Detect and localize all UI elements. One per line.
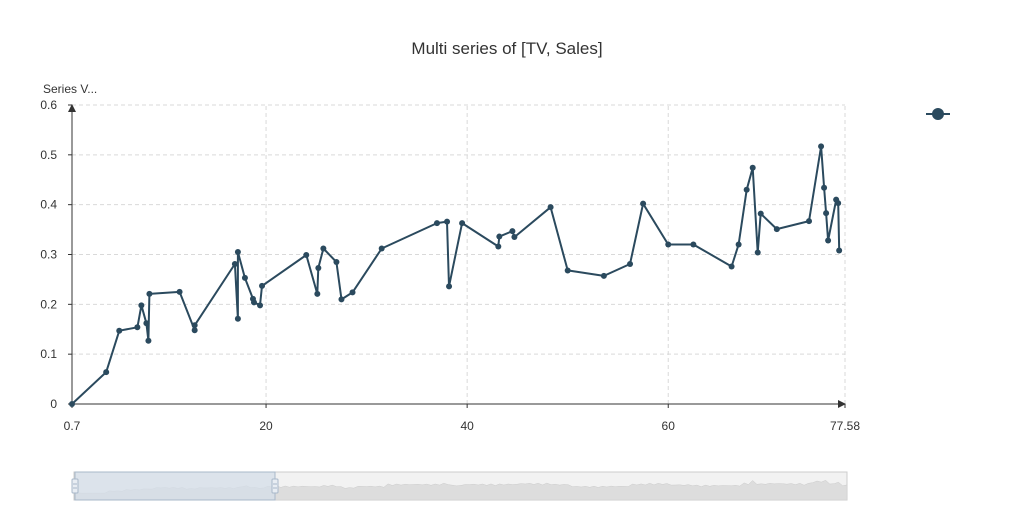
data-point[interactable]	[728, 263, 735, 270]
data-point[interactable]	[459, 220, 466, 227]
data-point[interactable]	[818, 143, 825, 150]
data-point[interactable]	[234, 249, 241, 256]
y-tick-label: 0	[50, 397, 57, 411]
data-point[interactable]	[320, 245, 327, 252]
x-axis-arrow	[838, 400, 846, 408]
y-tick-label: 0.3	[40, 248, 57, 262]
data-point[interactable]	[749, 164, 756, 171]
data-point[interactable]	[234, 315, 241, 322]
data-point[interactable]	[547, 204, 554, 211]
y-tick-label: 0.4	[40, 198, 57, 212]
axes	[68, 104, 846, 408]
series	[69, 143, 843, 407]
data-point[interactable]	[495, 243, 502, 250]
data-point[interactable]	[743, 186, 750, 193]
y-tick-label: 0.1	[40, 347, 57, 361]
data-point[interactable]	[103, 369, 110, 376]
zoom-handle-left[interactable]	[71, 478, 79, 494]
data-point[interactable]	[145, 337, 152, 344]
x-tick-label: 0.7	[64, 419, 81, 433]
data-point[interactable]	[640, 200, 647, 207]
y-axis-arrow	[68, 104, 76, 112]
x-tick-label: 77.58	[830, 419, 860, 433]
data-point[interactable]	[773, 226, 780, 233]
data-point[interactable]	[835, 200, 842, 207]
y-axis-label: Series V...	[43, 82, 97, 96]
x-ticks: 0.7 20 40 60 77.58	[64, 404, 860, 433]
data-point[interactable]	[191, 327, 198, 334]
data-point[interactable]	[757, 210, 764, 217]
data-point[interactable]	[754, 249, 761, 256]
data-point[interactable]	[823, 210, 830, 217]
data-point[interactable]	[138, 302, 145, 309]
data-point[interactable]	[825, 237, 832, 244]
data-point[interactable]	[176, 288, 183, 295]
zoom-handle-right[interactable]	[271, 478, 279, 494]
data-point[interactable]	[303, 251, 310, 258]
data-point[interactable]	[378, 245, 385, 252]
data-point[interactable]	[509, 228, 516, 235]
data-point[interactable]	[259, 282, 266, 289]
data-point[interactable]	[231, 260, 238, 267]
data-point[interactable]	[806, 218, 813, 225]
x-tick-label: 20	[259, 419, 273, 433]
data-point[interactable]	[191, 322, 198, 329]
data-point[interactable]	[735, 241, 742, 248]
data-point[interactable]	[333, 258, 340, 265]
y-tick-label: 0.2	[40, 297, 57, 311]
data-point[interactable]	[257, 302, 264, 309]
data-point[interactable]	[665, 241, 672, 248]
data-point[interactable]	[338, 296, 345, 303]
series-line	[71, 145, 841, 405]
x-tick-label: 40	[460, 419, 474, 433]
data-point[interactable]	[836, 247, 843, 254]
data-point[interactable]	[315, 264, 322, 271]
legend-marker-icon	[932, 108, 944, 120]
data-point[interactable]	[349, 289, 356, 296]
data-point[interactable]	[250, 299, 257, 306]
data-point[interactable]	[564, 267, 571, 274]
chart-title: Multi series of [TV, Sales]	[411, 39, 602, 58]
data-point[interactable]	[241, 274, 248, 281]
data-point[interactable]	[314, 290, 321, 297]
y-tick-label: 0.5	[40, 148, 57, 162]
data-point[interactable]	[627, 260, 634, 267]
data-point[interactable]	[446, 283, 453, 290]
data-point[interactable]	[600, 272, 607, 279]
data-point[interactable]	[69, 401, 75, 407]
data-point[interactable]	[690, 241, 697, 248]
data-point[interactable]	[496, 233, 503, 240]
data-point[interactable]	[511, 234, 518, 241]
grid	[72, 104, 846, 404]
data-point[interactable]	[146, 290, 153, 297]
data-point[interactable]	[134, 324, 141, 331]
zoom-slider[interactable]	[71, 471, 848, 501]
x-tick-label: 60	[662, 419, 676, 433]
zoom-selection[interactable]	[74, 471, 276, 501]
legend[interactable]	[926, 108, 950, 120]
data-point[interactable]	[143, 320, 150, 327]
y-tick-label: 0.6	[40, 98, 57, 112]
y-ticks: 0 0.1 0.2 0.3 0.4 0.5 0.6	[40, 98, 72, 411]
data-point[interactable]	[116, 327, 123, 334]
data-point[interactable]	[444, 218, 451, 225]
data-point[interactable]	[433, 220, 440, 227]
data-point[interactable]	[821, 184, 828, 191]
